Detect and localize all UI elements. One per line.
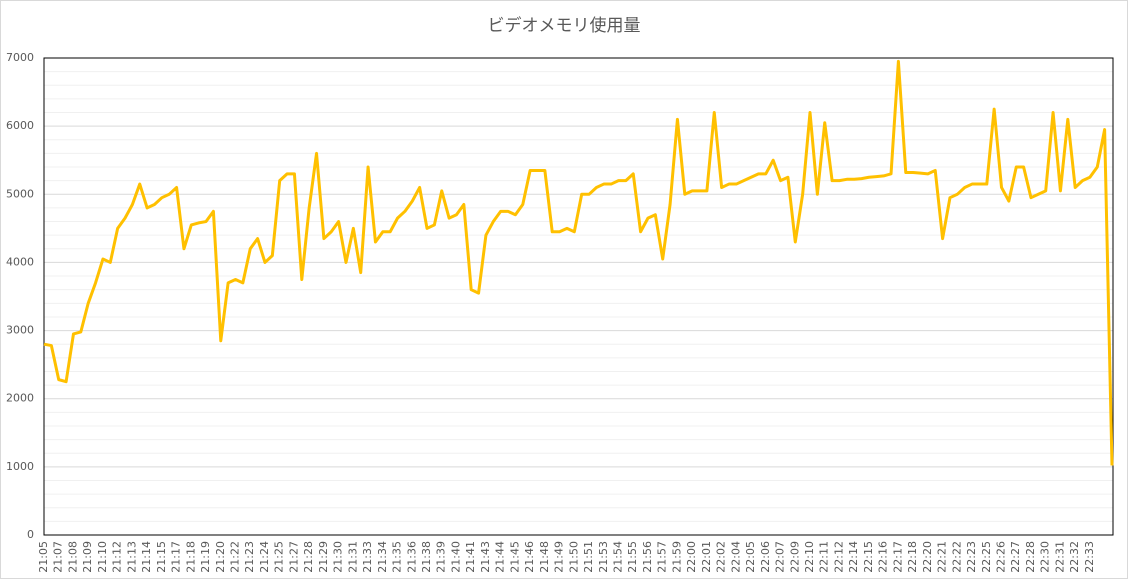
x-tick-label: 21:53: [597, 541, 610, 573]
y-tick-label: 3000: [6, 324, 34, 337]
x-tick-label: 22:33: [1083, 541, 1096, 573]
x-tick-label: 21:34: [376, 541, 389, 573]
x-tick-label: 21:25: [273, 541, 286, 573]
x-tick-label: 21:28: [302, 541, 315, 573]
x-tick-label: 22:06: [759, 541, 772, 573]
x-tick-label: 22:10: [803, 541, 816, 573]
x-tick-label: 21:10: [96, 541, 109, 573]
x-tick-label: 21:38: [420, 541, 433, 573]
x-tick-label: 21:07: [52, 541, 65, 573]
x-tick-label: 22:12: [832, 541, 845, 573]
x-tick-label: 22:04: [729, 541, 742, 573]
x-tick-label: 21:46: [523, 541, 536, 573]
x-tick-label: 21:20: [214, 541, 227, 573]
x-tick-label: 21:29: [317, 541, 330, 573]
x-tick-label: 21:45: [508, 541, 521, 573]
x-tick-label: 21:14: [140, 541, 153, 573]
x-tick-label: 21:15: [155, 541, 168, 573]
y-tick-label: 4000: [6, 255, 34, 268]
x-tick-label: 22:17: [891, 541, 904, 573]
x-tick-label: 21:24: [258, 541, 271, 573]
x-tick-label: 22:14: [847, 541, 860, 573]
x-tick-label: 21:59: [670, 541, 683, 573]
x-tick-label: 21:09: [81, 541, 94, 573]
x-tick-label: 21:43: [479, 541, 492, 573]
y-tick-label: 1000: [6, 460, 34, 473]
x-tick-label: 22:22: [950, 541, 963, 573]
y-tick-label: 0: [27, 528, 34, 541]
x-tick-label: 21:48: [538, 541, 551, 573]
x-tick-label: 21:19: [199, 541, 212, 573]
x-tick-label: 22:32: [1068, 541, 1081, 573]
x-tick-label: 22:27: [1009, 541, 1022, 573]
x-tick-label: 22:05: [744, 541, 757, 573]
x-tick-label: 22:18: [906, 541, 919, 573]
x-tick-label: 21:49: [553, 541, 566, 573]
x-tick-label: 22:00: [685, 541, 698, 573]
x-tick-label: 22:11: [818, 541, 831, 573]
data-line: [43, 59, 1114, 466]
x-tick-label: 21:22: [229, 541, 242, 573]
x-tick-label: 21:41: [464, 541, 477, 573]
x-tick-label: 22:31: [1053, 541, 1066, 573]
y-tick-label: 7000: [6, 51, 34, 64]
x-tick-label: 21:05: [37, 541, 50, 573]
x-tick-label: 21:12: [111, 541, 124, 573]
x-tick-label: 22:15: [862, 541, 875, 573]
x-tick-label: 21:30: [332, 541, 345, 573]
x-tick-label: 21:31: [346, 541, 359, 573]
x-tick-label: 21:17: [170, 541, 183, 573]
x-tick-label: 22:20: [921, 541, 934, 573]
x-tick-label: 21:18: [184, 541, 197, 573]
x-tick-label: 21:56: [641, 541, 654, 573]
x-tick-label: 22:16: [877, 541, 890, 573]
x-tick-label: 21:57: [656, 541, 669, 573]
x-tick-label: 22:01: [700, 541, 713, 573]
x-tick-label: 22:23: [965, 541, 978, 573]
x-tick-label: 22:09: [788, 541, 801, 573]
x-tick-label: 21:51: [582, 541, 595, 573]
y-tick-label: 6000: [6, 119, 34, 132]
x-tick-label: 22:28: [1024, 541, 1037, 573]
x-tick-label: 22:07: [774, 541, 787, 573]
x-tick-label: 22:26: [995, 541, 1008, 573]
x-tick-label: 22:21: [936, 541, 949, 573]
x-tick-label: 21:54: [612, 541, 625, 573]
x-tick-label: 21:35: [391, 541, 404, 573]
x-tick-label: 21:55: [626, 541, 639, 573]
y-tick-label: 2000: [6, 392, 34, 405]
plot-frame: [43, 57, 1114, 536]
x-tick-label: 21:13: [125, 541, 138, 573]
x-tick-label: 22:25: [980, 541, 993, 573]
x-tick-label: 21:23: [243, 541, 256, 573]
x-tick-label: 22:30: [1039, 541, 1052, 573]
x-tick-label: 21:50: [567, 541, 580, 573]
x-tick-label: 21:40: [449, 541, 462, 573]
x-tick-label: 21:36: [405, 541, 418, 573]
y-tick-label: 5000: [6, 187, 34, 200]
chart-title: ビデオメモリ使用量: [488, 15, 641, 36]
x-tick-label: 22:02: [715, 541, 728, 573]
x-tick-label: 21:44: [494, 541, 507, 573]
x-tick-label: 21:39: [435, 541, 448, 573]
x-tick-label: 21:33: [361, 541, 374, 573]
x-tick-label: 21:27: [287, 541, 300, 573]
x-tick-label: 21:08: [66, 541, 79, 573]
